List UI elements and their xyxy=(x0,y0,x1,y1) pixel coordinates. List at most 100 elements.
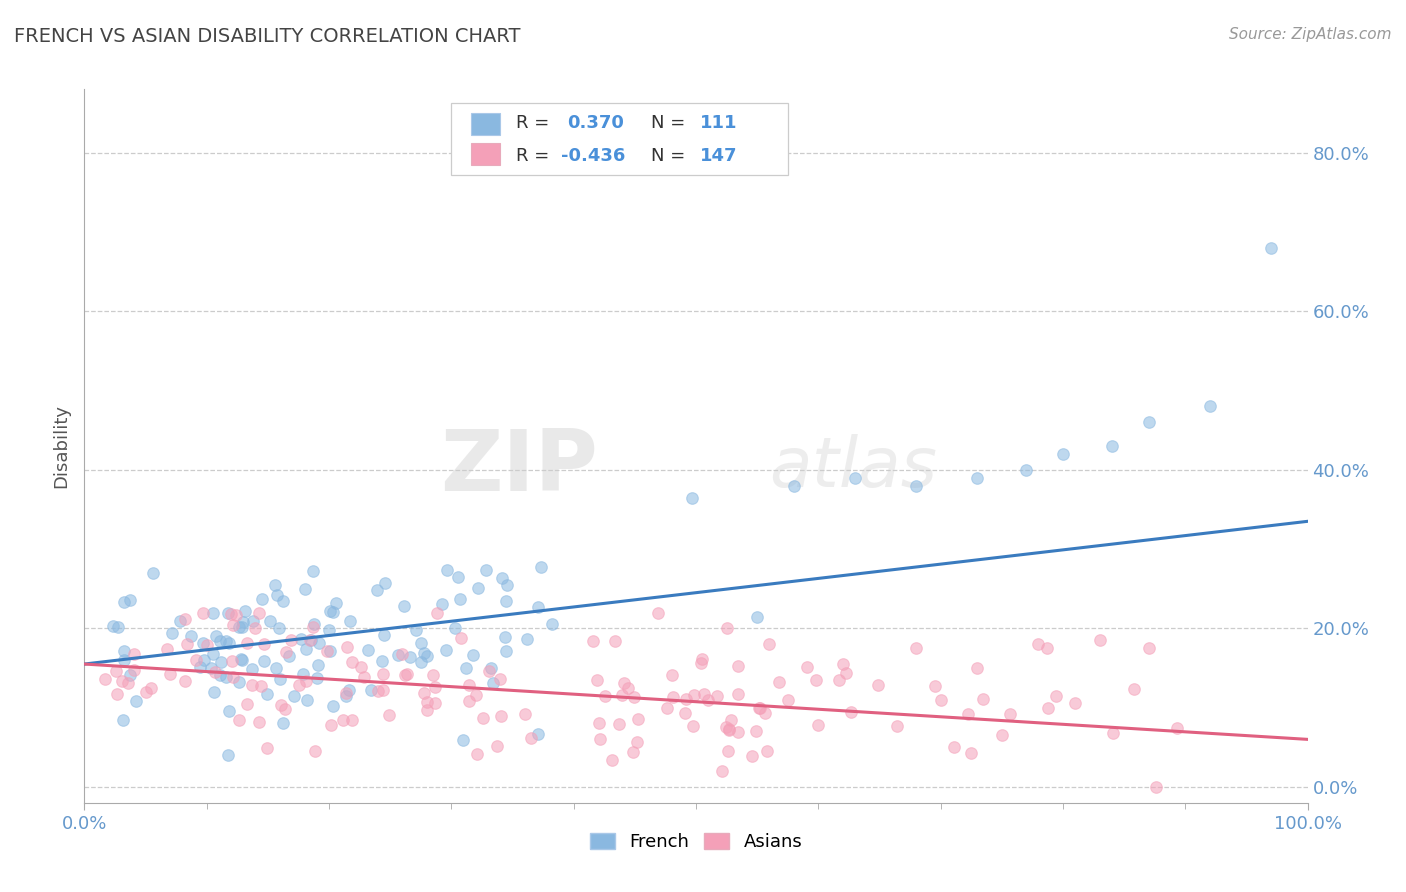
Point xyxy=(221,654,243,668)
Point xyxy=(93,672,115,686)
Point xyxy=(494,630,516,644)
Point xyxy=(447,570,470,584)
Point xyxy=(1137,415,1160,429)
Point xyxy=(229,652,252,666)
Point xyxy=(374,575,396,590)
Point xyxy=(423,697,446,711)
Point xyxy=(1137,641,1160,656)
Point xyxy=(513,707,536,722)
Point xyxy=(541,617,564,632)
Point xyxy=(603,633,626,648)
Point xyxy=(124,694,146,708)
Point xyxy=(1198,400,1220,414)
Point xyxy=(868,678,890,692)
Point xyxy=(409,655,432,669)
Point xyxy=(271,715,294,730)
Point xyxy=(339,615,361,629)
Point xyxy=(159,667,181,681)
Point xyxy=(236,635,259,649)
Point xyxy=(415,703,437,717)
Point xyxy=(325,596,347,610)
Point xyxy=(101,619,124,633)
Point xyxy=(396,666,419,681)
Point xyxy=(413,646,436,660)
Point xyxy=(1028,637,1050,651)
Point xyxy=(200,661,222,675)
Point xyxy=(222,670,245,684)
Point xyxy=(682,719,704,733)
Point xyxy=(415,695,437,709)
Text: ZIP: ZIP xyxy=(440,425,598,509)
Point xyxy=(405,623,427,637)
Point xyxy=(1035,640,1057,655)
Point xyxy=(662,690,685,705)
Point xyxy=(586,673,609,687)
Point xyxy=(835,665,858,680)
Point xyxy=(783,478,806,492)
Point xyxy=(748,701,770,715)
Point xyxy=(357,642,380,657)
Point xyxy=(156,642,179,657)
Point xyxy=(456,661,478,675)
Point xyxy=(118,668,141,682)
Point xyxy=(299,633,322,648)
Point xyxy=(283,689,305,703)
Point xyxy=(322,698,344,713)
Point xyxy=(693,687,716,701)
Point xyxy=(274,702,297,716)
Point xyxy=(621,745,644,759)
Point xyxy=(526,599,548,614)
Point xyxy=(193,653,215,667)
Point xyxy=(467,582,489,596)
Point xyxy=(806,718,828,732)
Point xyxy=(495,644,517,658)
Point xyxy=(335,686,357,700)
Point xyxy=(602,753,624,767)
Point xyxy=(714,720,737,734)
Point xyxy=(139,681,162,695)
Point xyxy=(219,607,242,621)
Point xyxy=(217,606,239,620)
Point xyxy=(294,641,316,656)
Point xyxy=(319,603,342,617)
Point xyxy=(188,660,211,674)
Point xyxy=(215,634,238,648)
Point xyxy=(972,692,994,706)
Point xyxy=(844,471,866,485)
Point xyxy=(593,689,616,703)
Point xyxy=(122,647,145,661)
Point xyxy=(612,688,634,702)
Point xyxy=(711,764,734,778)
Point xyxy=(221,617,243,632)
Point xyxy=(616,681,638,695)
Point xyxy=(112,653,135,667)
Point xyxy=(924,679,946,693)
Point xyxy=(111,673,134,688)
Point xyxy=(905,641,928,656)
Text: FRENCH VS ASIAN DISABILITY CORRELATION CHART: FRENCH VS ASIAN DISABILITY CORRELATION C… xyxy=(14,27,520,45)
Point xyxy=(464,688,486,702)
Point xyxy=(960,746,983,760)
Point xyxy=(335,689,357,703)
Point xyxy=(232,615,254,630)
Text: N =: N = xyxy=(651,146,690,164)
Point xyxy=(322,605,344,619)
Point xyxy=(367,684,389,698)
Point xyxy=(256,687,278,701)
Point xyxy=(297,693,319,707)
Point xyxy=(756,744,779,758)
Point xyxy=(266,661,288,675)
Point xyxy=(269,621,291,635)
Text: 147: 147 xyxy=(700,146,737,164)
Point xyxy=(478,665,501,679)
Point xyxy=(394,667,416,681)
Point xyxy=(176,637,198,651)
Point xyxy=(247,606,270,620)
Point xyxy=(287,678,309,692)
Point xyxy=(340,655,363,669)
Point xyxy=(250,679,273,693)
Text: R =: R = xyxy=(516,114,555,132)
Point xyxy=(689,656,711,670)
Point xyxy=(304,744,326,758)
Point xyxy=(716,622,738,636)
